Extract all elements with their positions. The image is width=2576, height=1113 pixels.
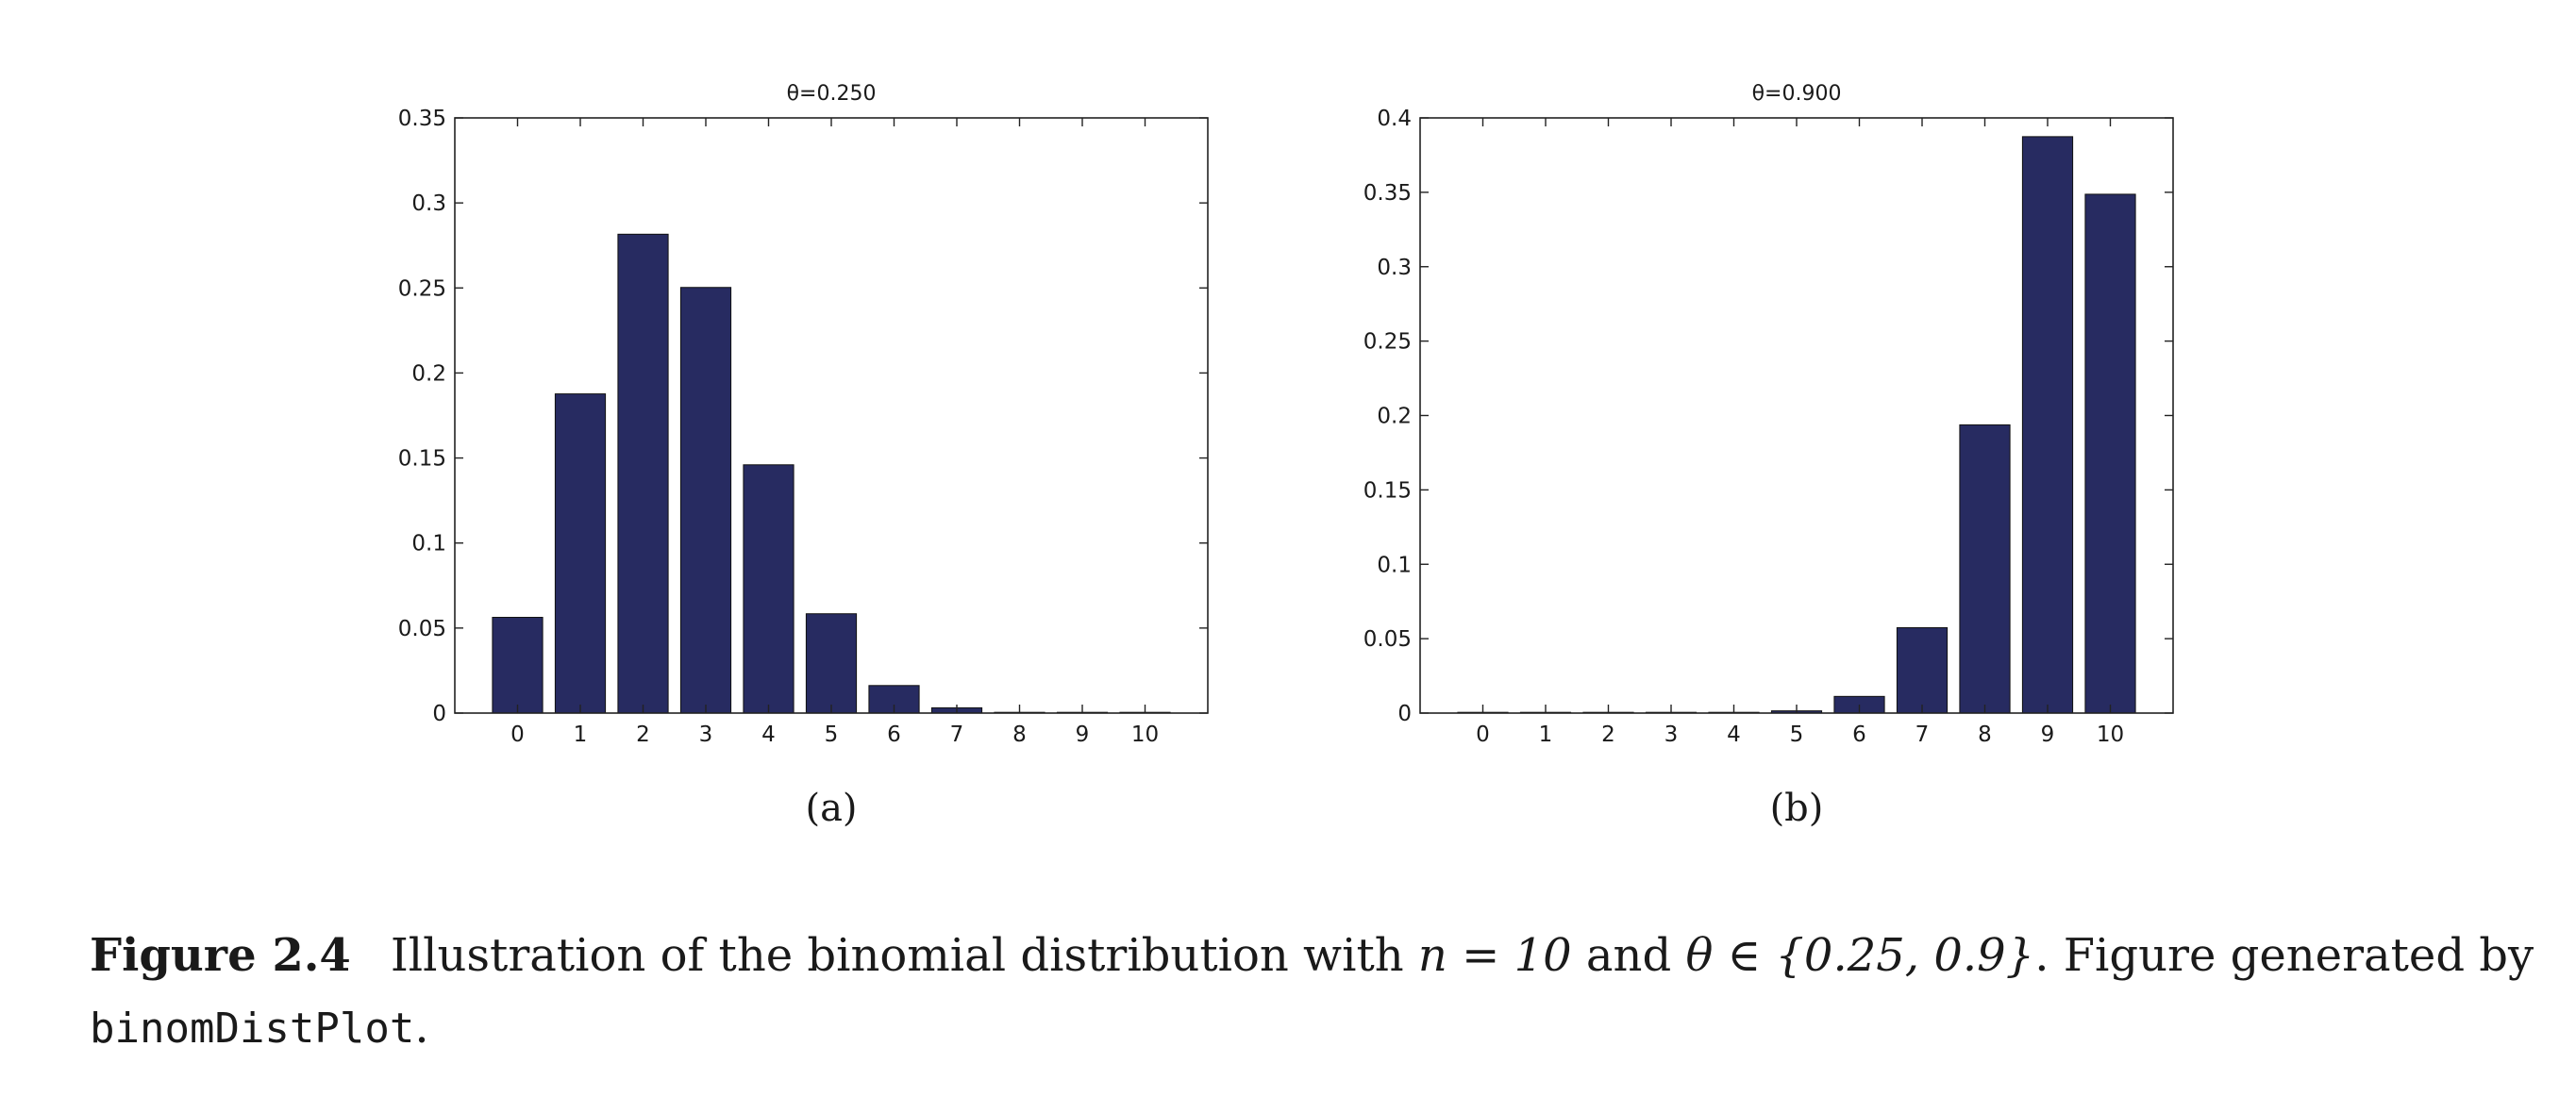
xtick-label-b-9: 9 bbox=[2041, 723, 2055, 747]
bar-a-0 bbox=[492, 616, 544, 714]
xtick-label-a-8: 8 bbox=[1012, 723, 1027, 747]
xtick-label-a-0: 0 bbox=[510, 723, 525, 747]
caption-math-n: n = 10 bbox=[1417, 929, 1572, 982]
ytick-label-a-3: 0.15 bbox=[398, 447, 446, 472]
ytick-label-b-0: 0 bbox=[1397, 702, 1412, 726]
caption-text-3: . Figure generated by bbox=[2034, 929, 2534, 982]
figure-caption: Figure 2.4 Illustration of the binomial d… bbox=[90, 920, 2543, 1065]
bar-b-10 bbox=[2084, 193, 2136, 714]
caption-code: binomDistPlot bbox=[90, 1005, 415, 1053]
ytick-label-b-6: 0.3 bbox=[1377, 256, 1412, 280]
xtick-label-a-5: 5 bbox=[825, 723, 839, 747]
ytick-label-a-5: 0.25 bbox=[398, 276, 446, 301]
ytick-label-a-7: 0.35 bbox=[398, 107, 446, 131]
xtick-label-a-4: 4 bbox=[761, 723, 776, 747]
caption-text-1: Illustration of the binomial distributio… bbox=[390, 929, 1418, 982]
panel-title-b: θ=0.900 bbox=[1752, 82, 1842, 106]
xtick-label-b-4: 4 bbox=[1727, 723, 1741, 747]
xtick-label-b-3: 3 bbox=[1664, 723, 1679, 747]
bar-a-4 bbox=[743, 464, 795, 714]
bar-b-7 bbox=[1896, 626, 1949, 714]
panel-sublabel-b: (b) bbox=[1770, 787, 1824, 830]
ytick-label-a-0: 0 bbox=[432, 702, 446, 726]
xtick-label-a-10: 10 bbox=[1131, 723, 1159, 747]
chart-panel-b: 0 0.05 0.1 0.15 0.2 0.25 0.3 0.35 0.4 0 1 2 3 4 5 6 7 8 9 1… bbox=[1363, 82, 2174, 830]
ytick-label-b-3: 0.15 bbox=[1363, 478, 1412, 503]
xtick-label-b-1: 1 bbox=[1539, 723, 1553, 747]
chart-panel-a: 0 0.05 0.1 0.15 0.2 0.25 0.3 0.35 0 1 2 3 4 5 6 7 8 9 10 θ=… bbox=[398, 82, 1209, 830]
ytick-label-a-4: 0.2 bbox=[411, 361, 446, 386]
ytick-label-a-1: 0.05 bbox=[398, 617, 446, 641]
panel-sublabel-a: (a) bbox=[805, 787, 857, 830]
xtick-label-b-0: 0 bbox=[1476, 723, 1490, 747]
xtick-label-b-2: 2 bbox=[1601, 723, 1615, 747]
xtick-label-a-7: 7 bbox=[950, 723, 964, 747]
xtick-label-a-9: 9 bbox=[1076, 723, 1090, 747]
xtick-label-b-10: 10 bbox=[2097, 723, 2124, 747]
ytick-label-b-5: 0.25 bbox=[1363, 330, 1412, 355]
caption-text-2: and bbox=[1571, 929, 1686, 982]
caption-text-4: . bbox=[414, 1001, 429, 1054]
bar-a-3 bbox=[679, 287, 732, 714]
ytick-label-b-4: 0.2 bbox=[1377, 405, 1412, 429]
bar-a-2 bbox=[617, 233, 669, 714]
xtick-label-a-3: 3 bbox=[699, 723, 713, 747]
bar-a-1 bbox=[554, 393, 607, 714]
bar-a-5 bbox=[805, 613, 858, 714]
ytick-label-b-7: 0.35 bbox=[1363, 181, 1412, 206]
xtick-label-b-6: 6 bbox=[1852, 723, 1866, 747]
bar-b-8 bbox=[1959, 424, 2011, 714]
xtick-label-b-7: 7 bbox=[1915, 723, 1930, 747]
ytick-label-b-1: 0.05 bbox=[1363, 627, 1412, 652]
xtick-label-a-6: 6 bbox=[887, 723, 901, 747]
xtick-label-b-5: 5 bbox=[1790, 723, 1804, 747]
xtick-label-b-8: 8 bbox=[1978, 723, 1992, 747]
ytick-label-a-6: 0.3 bbox=[411, 191, 446, 216]
ytick-label-a-2: 0.1 bbox=[411, 532, 446, 556]
ytick-label-b-8: 0.4 bbox=[1377, 107, 1412, 131]
bar-b-9 bbox=[2021, 136, 2074, 714]
panel-title-a: θ=0.250 bbox=[787, 82, 877, 106]
xtick-label-a-1: 1 bbox=[574, 723, 588, 747]
ytick-label-b-2: 0.1 bbox=[1377, 553, 1412, 577]
xtick-label-a-2: 2 bbox=[636, 723, 650, 747]
caption-figure-label: Figure 2.4 bbox=[90, 929, 351, 982]
caption-math-theta: θ ∈ {0.25, 0.9} bbox=[1685, 929, 2035, 982]
